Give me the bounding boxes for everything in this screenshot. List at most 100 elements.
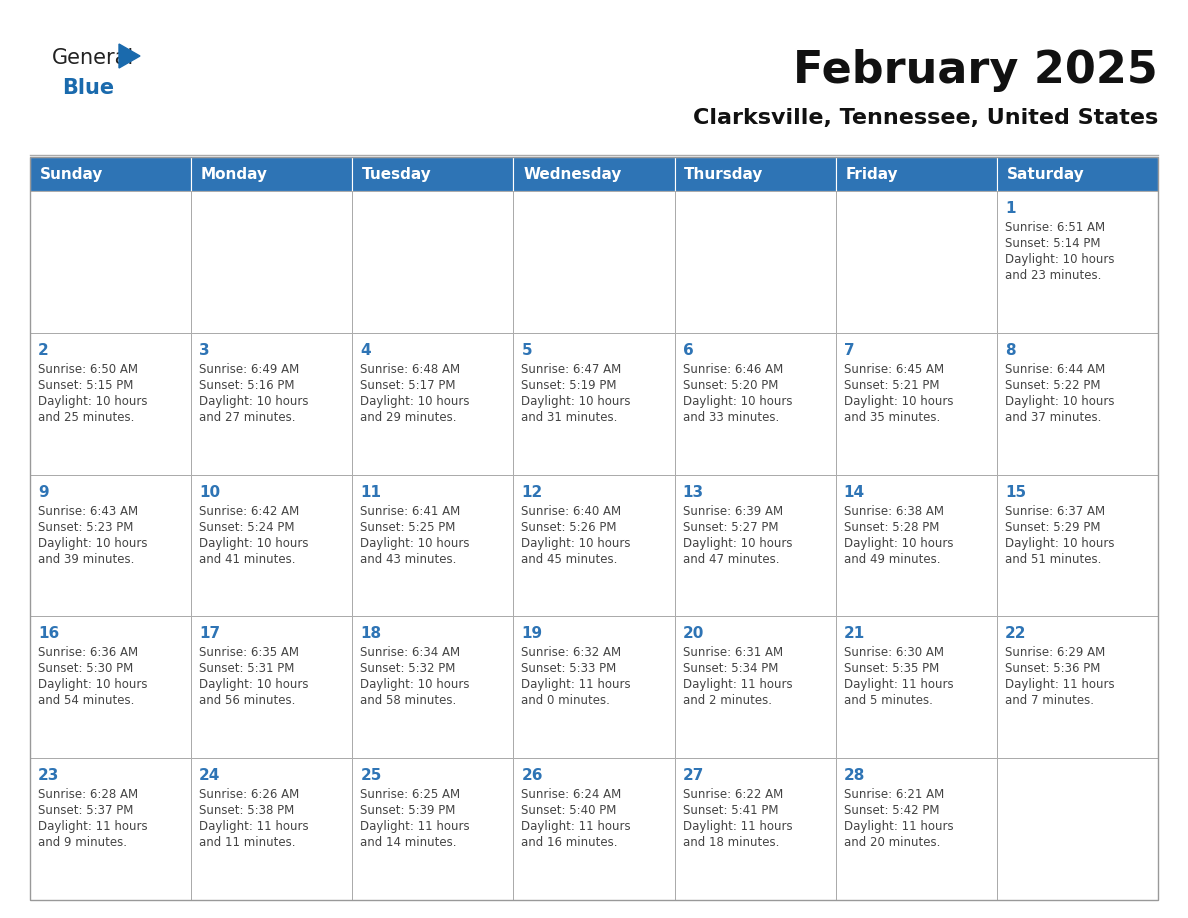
Text: Sunrise: 6:41 AM: Sunrise: 6:41 AM: [360, 505, 461, 518]
Text: Sunrise: 6:35 AM: Sunrise: 6:35 AM: [200, 646, 299, 659]
Text: Sunset: 5:34 PM: Sunset: 5:34 PM: [683, 663, 778, 676]
Text: Sunset: 5:33 PM: Sunset: 5:33 PM: [522, 663, 617, 676]
Text: Daylight: 11 hours: Daylight: 11 hours: [38, 820, 147, 834]
Bar: [513, 157, 675, 191]
Text: Sunset: 5:27 PM: Sunset: 5:27 PM: [683, 521, 778, 533]
Text: Daylight: 11 hours: Daylight: 11 hours: [360, 820, 470, 834]
Text: and 41 minutes.: and 41 minutes.: [200, 553, 296, 565]
Text: Sunrise: 6:39 AM: Sunrise: 6:39 AM: [683, 505, 783, 518]
Text: and 5 minutes.: and 5 minutes.: [843, 694, 933, 708]
Text: and 37 minutes.: and 37 minutes.: [1005, 410, 1101, 424]
Bar: [30, 191, 191, 333]
Text: Daylight: 10 hours: Daylight: 10 hours: [38, 395, 147, 408]
Text: Daylight: 10 hours: Daylight: 10 hours: [683, 395, 792, 408]
Text: 8: 8: [1005, 342, 1016, 358]
Text: Daylight: 11 hours: Daylight: 11 hours: [683, 820, 792, 834]
Bar: [835, 191, 997, 333]
Text: Saturday: Saturday: [1006, 166, 1085, 182]
Text: Blue: Blue: [62, 78, 114, 98]
Bar: [30, 616, 191, 758]
Text: Sunrise: 6:26 AM: Sunrise: 6:26 AM: [200, 789, 299, 801]
Text: Daylight: 10 hours: Daylight: 10 hours: [200, 537, 309, 550]
Bar: [675, 333, 835, 475]
Text: Daylight: 10 hours: Daylight: 10 hours: [38, 537, 147, 550]
Bar: [30, 333, 191, 475]
Bar: [997, 758, 1158, 900]
Text: Sunset: 5:22 PM: Sunset: 5:22 PM: [1005, 379, 1100, 392]
Text: Daylight: 10 hours: Daylight: 10 hours: [1005, 395, 1114, 408]
Text: 10: 10: [200, 485, 220, 499]
Text: 12: 12: [522, 485, 543, 499]
Text: 17: 17: [200, 626, 220, 642]
Text: Sunrise: 6:31 AM: Sunrise: 6:31 AM: [683, 646, 783, 659]
Text: Thursday: Thursday: [684, 166, 764, 182]
Text: Sunset: 5:41 PM: Sunset: 5:41 PM: [683, 804, 778, 817]
Bar: [353, 758, 513, 900]
Text: Wednesday: Wednesday: [523, 166, 621, 182]
Text: Sunset: 5:26 PM: Sunset: 5:26 PM: [522, 521, 617, 533]
Text: 23: 23: [38, 768, 59, 783]
Text: Sunset: 5:21 PM: Sunset: 5:21 PM: [843, 379, 940, 392]
Text: Sunrise: 6:21 AM: Sunrise: 6:21 AM: [843, 789, 944, 801]
Text: Sunrise: 6:37 AM: Sunrise: 6:37 AM: [1005, 505, 1105, 518]
Text: Sunset: 5:28 PM: Sunset: 5:28 PM: [843, 521, 939, 533]
Text: 15: 15: [1005, 485, 1026, 499]
Text: 20: 20: [683, 626, 704, 642]
Text: Sunset: 5:20 PM: Sunset: 5:20 PM: [683, 379, 778, 392]
Text: Daylight: 11 hours: Daylight: 11 hours: [200, 820, 309, 834]
Text: 14: 14: [843, 485, 865, 499]
Text: Daylight: 10 hours: Daylight: 10 hours: [1005, 537, 1114, 550]
Text: Sunday: Sunday: [39, 166, 103, 182]
Bar: [513, 191, 675, 333]
Text: Sunrise: 6:40 AM: Sunrise: 6:40 AM: [522, 505, 621, 518]
Text: Sunrise: 6:47 AM: Sunrise: 6:47 AM: [522, 363, 621, 375]
Bar: [30, 475, 191, 616]
Text: 16: 16: [38, 626, 59, 642]
Bar: [191, 333, 353, 475]
Text: and 45 minutes.: and 45 minutes.: [522, 553, 618, 565]
Bar: [513, 475, 675, 616]
Text: and 58 minutes.: and 58 minutes.: [360, 694, 456, 708]
Text: Daylight: 11 hours: Daylight: 11 hours: [522, 820, 631, 834]
Text: and 18 minutes.: and 18 minutes.: [683, 836, 779, 849]
Text: Daylight: 10 hours: Daylight: 10 hours: [200, 395, 309, 408]
Text: and 0 minutes.: and 0 minutes.: [522, 694, 611, 708]
Text: Sunset: 5:17 PM: Sunset: 5:17 PM: [360, 379, 456, 392]
Text: Sunset: 5:14 PM: Sunset: 5:14 PM: [1005, 237, 1100, 250]
Text: and 20 minutes.: and 20 minutes.: [843, 836, 940, 849]
Bar: [513, 758, 675, 900]
Text: and 9 minutes.: and 9 minutes.: [38, 836, 127, 849]
Text: Sunset: 5:19 PM: Sunset: 5:19 PM: [522, 379, 617, 392]
Text: 22: 22: [1005, 626, 1026, 642]
Bar: [513, 616, 675, 758]
Text: 9: 9: [38, 485, 49, 499]
Bar: [30, 157, 1158, 900]
Bar: [835, 616, 997, 758]
Text: Sunrise: 6:25 AM: Sunrise: 6:25 AM: [360, 789, 461, 801]
Text: Sunrise: 6:32 AM: Sunrise: 6:32 AM: [522, 646, 621, 659]
Text: 19: 19: [522, 626, 543, 642]
Text: and 11 minutes.: and 11 minutes.: [200, 836, 296, 849]
Text: 25: 25: [360, 768, 381, 783]
Text: 3: 3: [200, 342, 210, 358]
Text: Sunrise: 6:30 AM: Sunrise: 6:30 AM: [843, 646, 943, 659]
Bar: [191, 157, 353, 191]
Text: Sunset: 5:32 PM: Sunset: 5:32 PM: [360, 663, 456, 676]
Text: Sunset: 5:29 PM: Sunset: 5:29 PM: [1005, 521, 1100, 533]
Text: Sunset: 5:30 PM: Sunset: 5:30 PM: [38, 663, 133, 676]
Text: Sunrise: 6:36 AM: Sunrise: 6:36 AM: [38, 646, 138, 659]
Text: Sunset: 5:31 PM: Sunset: 5:31 PM: [200, 663, 295, 676]
Text: 27: 27: [683, 768, 704, 783]
Bar: [353, 616, 513, 758]
Text: and 54 minutes.: and 54 minutes.: [38, 694, 134, 708]
Text: Monday: Monday: [201, 166, 267, 182]
Bar: [191, 616, 353, 758]
Bar: [997, 475, 1158, 616]
Text: and 14 minutes.: and 14 minutes.: [360, 836, 456, 849]
Bar: [675, 758, 835, 900]
Text: 24: 24: [200, 768, 221, 783]
Text: Daylight: 11 hours: Daylight: 11 hours: [843, 820, 953, 834]
Bar: [353, 475, 513, 616]
Bar: [835, 758, 997, 900]
Text: and 29 minutes.: and 29 minutes.: [360, 410, 456, 424]
